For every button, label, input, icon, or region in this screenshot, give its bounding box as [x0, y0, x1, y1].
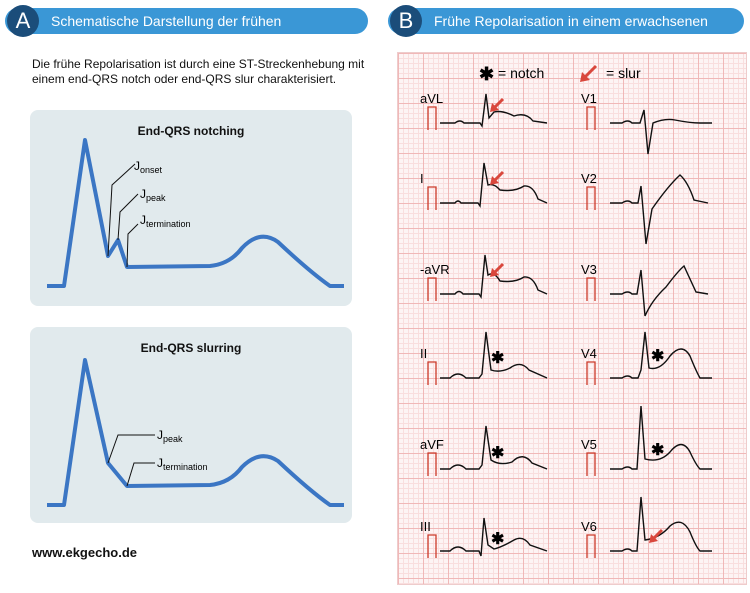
- notching-diagram: Jonset Jpeak Jtermination: [47, 138, 344, 288]
- slur-arrow-i: [490, 170, 505, 185]
- slur-legend-arrow: [580, 64, 598, 82]
- lead-label-minus-avr: -aVR: [420, 262, 450, 277]
- ecg-trace-avl: [440, 93, 548, 128]
- slur-jtermination-label: Jtermination: [157, 456, 208, 472]
- website-link[interactable]: www.ekgecho.de: [32, 545, 137, 560]
- lead-label-ii: II: [420, 346, 427, 361]
- notching-panel: End-QRS notching Jonset Jpeak Jterminati…: [30, 110, 352, 306]
- slur-legend-label: = slur: [606, 65, 641, 81]
- calibration-pulse-minus-avr: [427, 277, 437, 301]
- jtermination-leader: [126, 223, 139, 268]
- calibration-pulse-v4: [586, 361, 596, 385]
- intro-text: Die frühe Repolarisation ist durch eine …: [32, 57, 365, 86]
- calibration-pulse-v5: [586, 452, 596, 476]
- lead-label-v6: V6: [581, 519, 597, 534]
- lead-label-avf: aVF: [420, 437, 444, 452]
- panel-b-header-text: Frühe Repolarisation in einem erwachsene…: [434, 13, 708, 55]
- lead-label-v4: V4: [581, 346, 597, 361]
- calibration-pulse-v6: [586, 534, 596, 558]
- jtermination-label: Jtermination: [140, 213, 191, 229]
- panel-a-badge: A: [7, 5, 39, 37]
- notching-waveform: [47, 138, 344, 288]
- lead-label-avl: aVL: [420, 91, 443, 106]
- slur-arrow-avl: [490, 97, 505, 112]
- notch-marker-avf: ✱: [491, 445, 504, 462]
- notch-legend-label: = notch: [498, 65, 544, 81]
- notch-legend-symbol: ✱: [479, 64, 494, 84]
- slurring-diagram: Jpeak Jtermination: [47, 358, 344, 507]
- calibration-pulse-v2: [586, 186, 596, 210]
- calibration-pulse-avf: [427, 452, 437, 476]
- panel-b-badge: B: [390, 5, 422, 37]
- jpeak-label: Jpeak: [140, 187, 166, 203]
- lead-label-v1: V1: [581, 91, 597, 106]
- ecg-trace-i: [440, 162, 548, 209]
- slur-jpeak-leader: [107, 434, 155, 464]
- slurring-title: End-QRS slurring: [140, 341, 242, 355]
- calibration-pulse-ii: [427, 361, 437, 385]
- notch-marker-ii: ✱: [491, 350, 504, 367]
- calibration-pulse-avl: [427, 106, 437, 130]
- calibration-pulse-i: [427, 186, 437, 210]
- ecg-trace-v4: [610, 331, 712, 379]
- ecg-trace-v1: [610, 109, 712, 155]
- lead-label-v5: V5: [581, 437, 597, 452]
- notch-marker-v4: ✱: [651, 348, 664, 365]
- ecg-trace-minus-avr: [440, 254, 548, 300]
- lead-label-v2: V2: [581, 171, 597, 186]
- jonset-leader: [107, 163, 136, 257]
- notch-marker-v5: ✱: [651, 442, 664, 459]
- panel-a-header-text: Schematische Darstellung der frühen Repo…: [51, 13, 282, 55]
- lead-label-iii: III: [420, 519, 431, 534]
- calibration-pulse-v3: [586, 277, 596, 301]
- calibration-pulse-v1: [586, 106, 596, 130]
- ecg-grid: [397, 52, 747, 585]
- slur-arrow-v6: [649, 528, 664, 543]
- ecg-trace-avf: [440, 425, 548, 470]
- lead-label-i: I: [420, 171, 424, 186]
- slurring-panel: End-QRS slurring Jpeak Jtermination: [30, 327, 352, 523]
- panel-b-header: B Frühe Repolarisation in einem erwachse…: [388, 5, 744, 55]
- ecg-trace-ii: [440, 331, 548, 379]
- calibration-pulse-iii: [427, 534, 437, 558]
- ecg-trace-v2: [610, 174, 709, 245]
- notching-title: End-QRS notching: [137, 124, 245, 138]
- ecg-trace-iii: [440, 517, 548, 557]
- slur-jtermination-leader: [126, 462, 155, 487]
- slurring-waveform: [47, 358, 344, 507]
- slur-arrow-minus-avr: [490, 262, 505, 277]
- notch-marker-iii: ✱: [491, 531, 504, 548]
- lead-label-v3: V3: [581, 262, 597, 277]
- ecg-trace-v3: [610, 264, 709, 317]
- jonset-label: Jonset: [134, 159, 163, 175]
- ecg-trace-v6: [610, 496, 712, 552]
- slur-jpeak-label: Jpeak: [157, 428, 183, 444]
- jpeak-leader: [117, 193, 139, 241]
- ecg-trace-v5: [610, 405, 712, 470]
- panel-a-header: A Schematische Darstellung der frühen Re…: [5, 5, 368, 55]
